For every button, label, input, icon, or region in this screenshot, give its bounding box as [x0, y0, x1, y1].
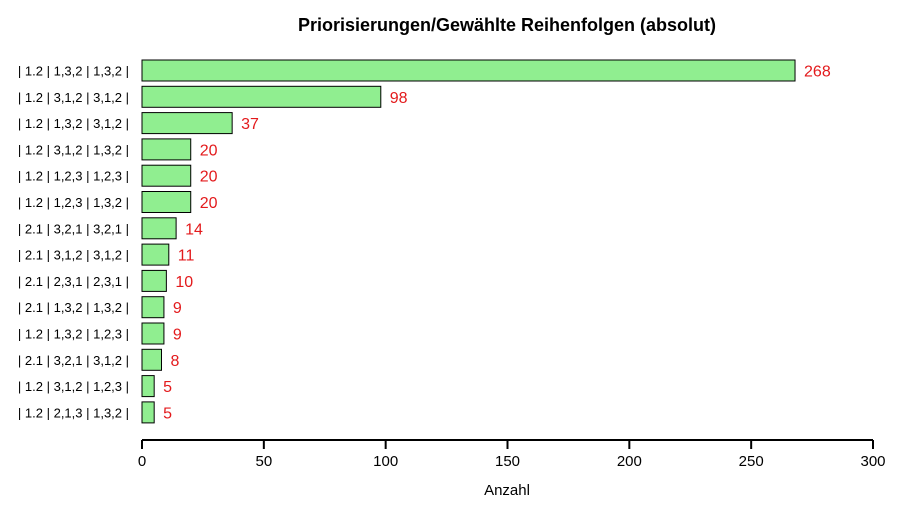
category-label: | 1.2 | 1,3,2 | 1,3,2 |	[18, 64, 129, 79]
category-label: | 1.2 | 1,3,2 | 3,1,2 |	[18, 116, 129, 131]
value-label: 98	[390, 90, 408, 107]
bar	[141, 191, 192, 213]
value-label: 11	[178, 248, 195, 265]
bar	[141, 59, 796, 82]
bar	[141, 217, 177, 240]
bar	[141, 243, 170, 266]
category-label: | 2.1 | 3,1,2 | 3,1,2 |	[18, 248, 129, 263]
category-label: | 1.2 | 2,1,3 | 1,3,2 |	[18, 405, 129, 420]
value-label: 20	[200, 195, 218, 212]
bar	[141, 164, 192, 187]
value-label: 20	[200, 169, 218, 186]
category-label: | 1.2 | 1,2,3 | 1,2,3 |	[18, 169, 129, 184]
x-tick-label: 300	[860, 453, 885, 470]
bar	[141, 375, 155, 398]
x-tick-label: 0	[138, 453, 146, 470]
x-tick-label: 50	[255, 453, 272, 470]
x-tick-label: 100	[373, 453, 398, 470]
value-label: 10	[175, 274, 193, 291]
value-label: 9	[173, 327, 182, 344]
bar	[141, 112, 233, 135]
x-tick-label: 150	[495, 453, 520, 470]
bar	[141, 296, 165, 319]
category-label: | 2.1 | 3,2,1 | 3,1,2 |	[18, 353, 129, 368]
category-label: | 1.2 | 3,1,2 | 1,2,3 |	[18, 379, 129, 394]
bar	[141, 85, 382, 108]
x-tick-label: 250	[739, 453, 764, 470]
bars-group: | 1.2 | 1,3,2 | 1,3,2 | 268 | 1.2 | 3,1,2 …	[18, 59, 831, 424]
value-label: 9	[173, 300, 182, 317]
category-label: | 1.2 | 1,3,2 | 1,2,3 |	[18, 327, 129, 342]
x-tick-label: 200	[617, 453, 642, 470]
bar	[141, 322, 165, 345]
value-label: 37	[241, 116, 259, 133]
x-axis: 0 50 100 150 200 250 300	[138, 439, 886, 470]
x-axis-label: Anzahl	[484, 482, 530, 499]
category-label: | 1.2 | 3,1,2 | 3,1,2 |	[18, 90, 129, 105]
value-label: 20	[200, 142, 218, 159]
value-label: 5	[163, 379, 172, 396]
category-label: | 1.2 | 3,1,2 | 1,3,2 |	[18, 142, 129, 157]
category-label: | 1.2 | 1,2,3 | 1,3,2 |	[18, 195, 129, 210]
value-label: 5	[163, 405, 172, 422]
bar	[141, 138, 192, 161]
value-label: 14	[185, 221, 203, 238]
category-label: | 2.1 | 1,3,2 | 1,3,2 |	[18, 300, 129, 315]
value-label: 268	[804, 64, 831, 81]
bar	[141, 269, 167, 292]
bar	[141, 348, 162, 371]
category-label: | 2.1 | 2,3,1 | 2,3,1 |	[18, 274, 129, 289]
category-label: | 2.1 | 3,2,1 | 3,2,1 |	[18, 221, 129, 236]
chart-title: Priorisierungen/Gewählte Reihenfolgen (a…	[298, 15, 716, 35]
value-label: 8	[170, 353, 179, 370]
bar	[141, 401, 155, 424]
